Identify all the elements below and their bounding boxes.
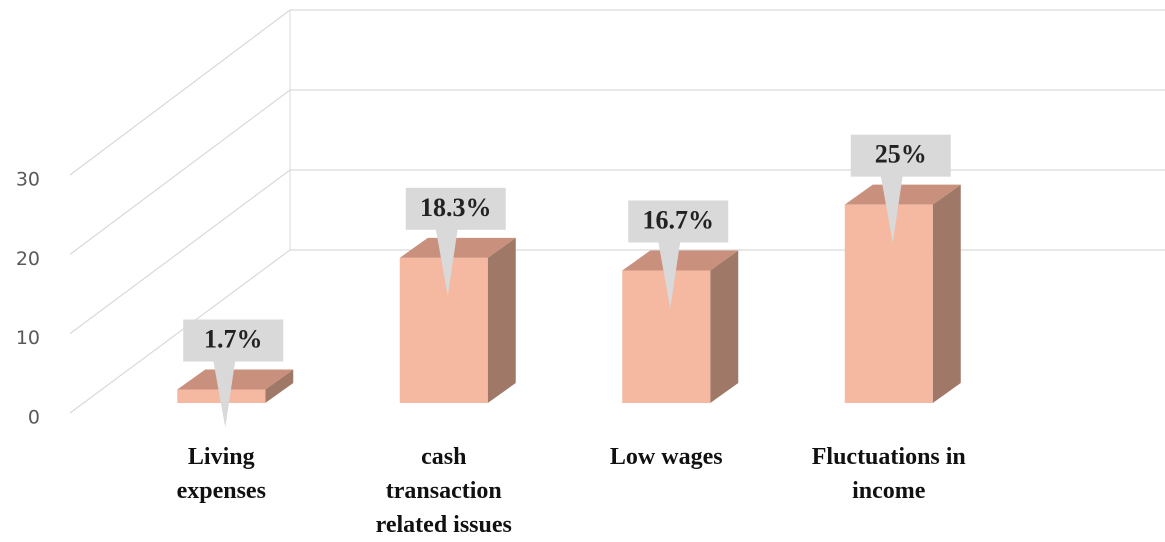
- y-tick-label: 30: [16, 169, 40, 191]
- callout-pointer: [658, 241, 681, 309]
- data-label: 18.3%: [420, 193, 492, 222]
- callout-pointer: [213, 360, 236, 428]
- grid-line: [69, 249, 291, 414]
- bar-side: [265, 369, 294, 403]
- callout-pointer: [880, 175, 903, 243]
- bar-top: [844, 184, 961, 205]
- bar-side: [932, 184, 961, 403]
- bar-top: [622, 250, 739, 271]
- callout-box: [850, 134, 951, 177]
- grid-line: [69, 89, 291, 255]
- x-tick-label: Fluctuations in income: [811, 444, 966, 504]
- data-label: 1.7%: [204, 324, 263, 353]
- data-label: 16.7%: [643, 205, 715, 234]
- callout-box: [405, 187, 506, 230]
- y-tick-label: 20: [16, 248, 40, 270]
- bar-side: [487, 237, 516, 403]
- bar: [622, 270, 711, 403]
- bar: [844, 204, 933, 403]
- grid-line: [69, 169, 291, 335]
- x-tick-label: Living expenses: [176, 444, 266, 504]
- callout-box: [628, 200, 729, 243]
- x-tick-label: Low wages: [609, 444, 723, 470]
- grid-line: [69, 9, 291, 176]
- y-tick-label: 10: [16, 327, 40, 349]
- data-label: 25%: [875, 140, 927, 169]
- callout-box: [183, 319, 284, 362]
- bar-top: [177, 369, 294, 390]
- bar-top: [399, 237, 516, 258]
- bar: [399, 257, 488, 403]
- callout-pointer: [435, 228, 458, 296]
- x-tick-label: cash transaction related issues: [375, 444, 512, 538]
- y-tick-label: 0: [28, 407, 40, 429]
- bar-side: [710, 250, 739, 403]
